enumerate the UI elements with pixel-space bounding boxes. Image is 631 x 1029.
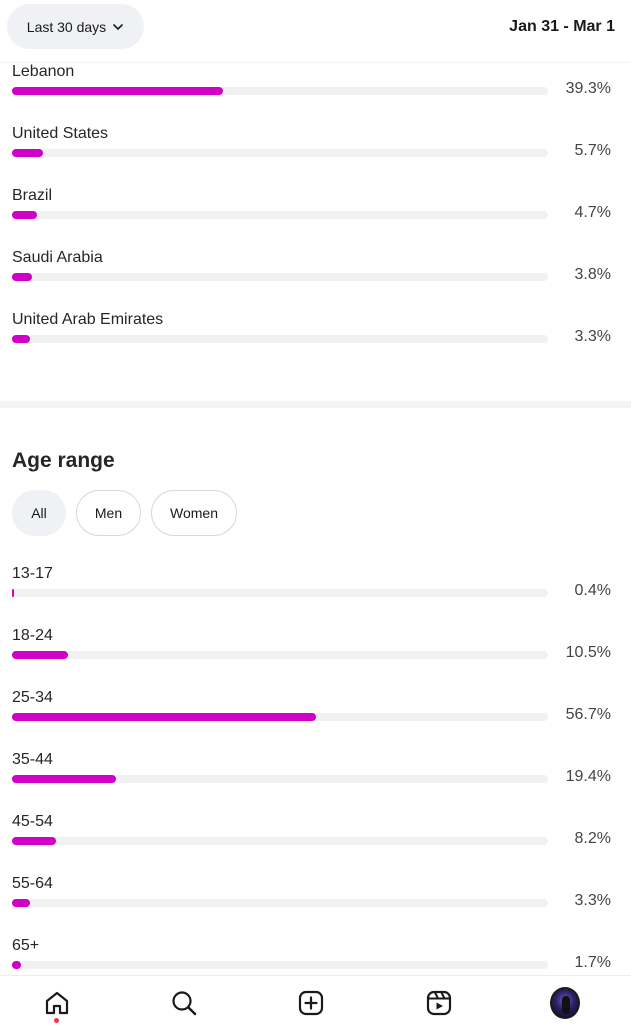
age-bar-fill — [12, 899, 30, 907]
age-label: 13-17 — [12, 565, 53, 582]
country-bar-track — [12, 87, 548, 95]
age-label: 25-34 — [12, 689, 53, 706]
range-label: Last 30 days — [26, 18, 107, 35]
country-row: United States 5.7% — [0, 125, 631, 187]
country-percent: 39.3% — [565, 80, 611, 97]
country-label: United Arab Emirates — [12, 311, 164, 328]
country-label: Saudi Arabia — [12, 249, 103, 266]
age-label: 65+ — [12, 937, 40, 954]
age-bar-fill — [12, 961, 22, 969]
age-bar-track — [12, 837, 548, 845]
country-bar-track — [12, 211, 548, 219]
age-bar-fill — [12, 589, 15, 597]
age-row: 55-64 3.3% — [0, 875, 631, 937]
country-row: Lebanon 39.3% — [0, 63, 631, 125]
country-row: Saudi Arabia 3.8% — [0, 249, 631, 311]
section-divider — [0, 401, 631, 408]
age-percent: 0.4% — [574, 582, 611, 599]
age-label: 45-54 — [12, 813, 53, 830]
profile-avatar — [550, 987, 580, 1019]
country-percent: 3.3% — [574, 328, 611, 345]
age-percent: 3.3% — [574, 892, 611, 909]
age-bar-fill — [12, 775, 116, 783]
age-row: 25-34 56.7% — [0, 689, 631, 751]
reels-icon — [426, 990, 452, 1016]
gender-filter: All Men Women — [12, 490, 237, 536]
age-row: 65+ 1.7% — [0, 937, 631, 999]
country-label: Brazil — [12, 187, 53, 204]
date-range-text: Jan 31 - Mar 1 — [509, 18, 615, 35]
country-bar-fill — [12, 335, 30, 343]
top-bar: Last 30 days Jan 31 - Mar 1 — [0, 0, 631, 63]
age-percent: 10.5% — [565, 644, 611, 661]
filter-all-chip[interactable]: All — [12, 490, 66, 536]
search-icon — [172, 991, 197, 1016]
notification-dot — [54, 1018, 59, 1023]
nav-home[interactable] — [42, 988, 72, 1023]
nav-search[interactable] — [169, 988, 199, 1018]
nav-reels[interactable] — [424, 988, 454, 1018]
nav-create[interactable] — [296, 988, 326, 1018]
age-bar-track — [12, 713, 548, 721]
age-percent: 56.7% — [565, 706, 611, 723]
age-bar-track — [12, 589, 548, 597]
age-bar-track — [12, 899, 548, 907]
age-percent: 19.4% — [565, 768, 611, 785]
country-bar-track — [12, 335, 548, 343]
country-label: United States — [12, 125, 109, 142]
age-row: 18-24 10.5% — [0, 627, 631, 689]
filter-men-chip[interactable]: Men — [76, 490, 141, 536]
country-bar-track — [12, 273, 548, 281]
nav-profile[interactable] — [550, 987, 580, 1019]
country-percent: 3.8% — [574, 266, 611, 283]
age-bar-track — [12, 651, 548, 659]
age-label: 55-64 — [12, 875, 53, 892]
filter-women-chip[interactable]: Women — [151, 490, 237, 536]
country-label: Lebanon — [12, 63, 75, 80]
age-label: 18-24 — [12, 627, 53, 644]
country-row: United Arab Emirates 3.3% — [0, 311, 631, 373]
age-percent: 8.2% — [574, 830, 611, 847]
age-bar-track — [12, 961, 548, 969]
chevron-down-icon — [113, 23, 123, 30]
age-bar-fill — [12, 837, 56, 845]
create-icon — [298, 990, 324, 1016]
country-percent: 5.7% — [574, 142, 611, 159]
bottom-nav — [0, 975, 631, 1029]
age-percent: 1.7% — [574, 954, 611, 971]
age-row: 45-54 8.2% — [0, 813, 631, 875]
age-bar-track — [12, 775, 548, 783]
country-bar-fill — [12, 211, 38, 219]
country-bar-track — [12, 149, 548, 157]
country-row: Brazil 4.7% — [0, 187, 631, 249]
country-bar-fill — [12, 273, 33, 281]
age-row: 35-44 19.4% — [0, 751, 631, 813]
home-icon — [45, 991, 69, 1015]
age-range-title: Age range — [12, 449, 115, 472]
date-range-dropdown[interactable]: Last 30 days — [7, 4, 144, 49]
age-bar-fill — [12, 651, 69, 659]
country-percent: 4.7% — [574, 204, 611, 221]
country-bar-fill — [12, 149, 43, 157]
age-row: 13-17 0.4% — [0, 565, 631, 627]
age-label: 35-44 — [12, 751, 53, 768]
age-bar-fill — [12, 713, 316, 721]
country-bar-fill — [12, 87, 223, 95]
